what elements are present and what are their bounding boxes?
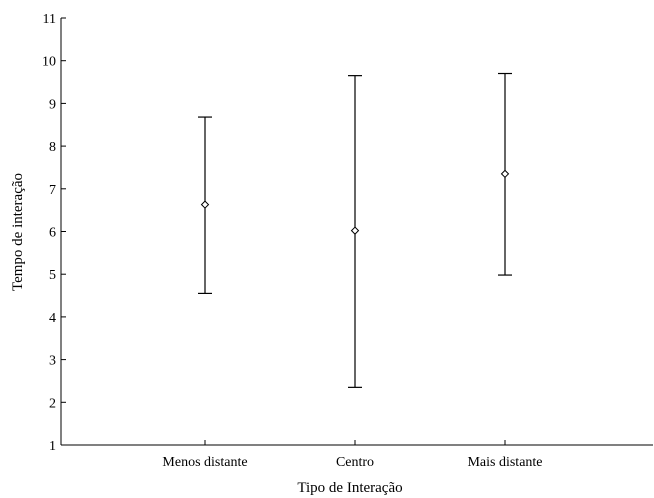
y-tick-label: 9 <box>49 97 56 112</box>
mean-marker <box>500 169 510 179</box>
y-tick-label: 10 <box>42 55 56 70</box>
y-tick-label: 7 <box>49 183 56 198</box>
x-tick-label: Mais distante <box>467 455 542 470</box>
x-tick-label: Centro <box>336 455 374 470</box>
x-axis-title: Tipo de Interação <box>297 480 402 496</box>
mean-marker <box>200 200 210 209</box>
y-tick-label: 1 <box>49 439 56 454</box>
y-axis-title: Tempo de interação <box>10 173 26 291</box>
y-tick-label: 5 <box>49 268 56 283</box>
y-axis-ticks: 1 2 3 4 5 6 7 8 9 10 11 <box>42 12 66 454</box>
x-tick-label: Menos distante <box>162 455 247 470</box>
y-tick-label: 3 <box>49 354 56 369</box>
y-tick-label: 11 <box>43 12 56 27</box>
x-axis-ticks: Menos distante Centro Mais distante <box>162 440 543 470</box>
y-tick-label: 6 <box>49 226 56 241</box>
mean-marker <box>350 226 360 235</box>
error-bars <box>198 72 512 388</box>
y-tick-label: 8 <box>49 140 56 155</box>
y-tick-label: 2 <box>49 396 56 411</box>
y-tick-label: 4 <box>49 311 56 326</box>
